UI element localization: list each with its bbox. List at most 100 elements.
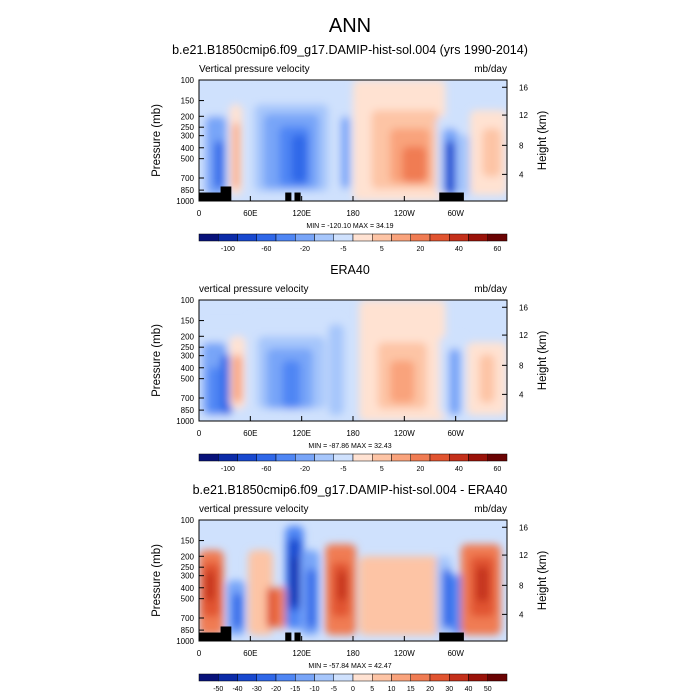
contour-region [340, 116, 350, 189]
y-tick-label: 1000 [176, 197, 194, 206]
y-tick-label: 500 [181, 155, 195, 164]
contour-region [248, 550, 273, 635]
x-tick-label: 0 [197, 429, 202, 438]
colorbar-swatch [198, 233, 219, 242]
colorbar-swatch [237, 673, 257, 682]
colorbar-label: 20 [416, 246, 424, 253]
colorbar: -50 -40 -30 -20 -15 -10 -5 0 5 10 15 20 30 40 50 [198, 673, 508, 693]
y-right-tick-label: 12 [519, 111, 528, 120]
terrain-mask [220, 626, 232, 641]
contour-region [291, 556, 298, 605]
contour-region [445, 140, 455, 195]
y-tick-label: 100 [181, 516, 195, 525]
contour-region [205, 570, 215, 602]
terrain-mask [439, 192, 464, 201]
y-tick-label: 500 [181, 375, 195, 384]
terrain-mask [285, 192, 292, 201]
colorbar-label: -50 [213, 686, 223, 693]
colorbar-swatch [275, 233, 296, 242]
y-right-tick-label: 12 [519, 331, 528, 340]
contour-region [402, 146, 427, 183]
colorbar-label: -20 [271, 686, 281, 693]
colorbar-swatch [410, 673, 431, 682]
colorbar-label: -100 [221, 246, 235, 253]
y-right-tick-label: 16 [519, 303, 528, 312]
contour-fill [199, 300, 507, 421]
colorbar-swatch [237, 453, 257, 462]
terrain-mask [294, 632, 301, 641]
x-tick-label: 0 [197, 649, 202, 658]
contour-region [232, 592, 243, 629]
colorbar-label: -5 [340, 466, 346, 473]
colorbar-swatch [218, 673, 238, 682]
colorbar-label: 40 [455, 466, 463, 473]
left-string: Vertical pressure velocity [199, 64, 310, 75]
x-tick-label: 120E [292, 209, 311, 218]
colorbar-label: -10 [309, 686, 319, 693]
contour-region [328, 324, 344, 415]
colorbar-swatch [295, 673, 315, 682]
units-label: mb/day [474, 504, 507, 515]
left-string: vertical pressure velocity [199, 504, 308, 515]
colorbar-label: 0 [351, 686, 355, 693]
chart-title: b.e21.B1850cmip6.f09_g17.DAMIP-hist-sol.… [193, 483, 508, 497]
y-axis-label: Pressure (mb) [151, 324, 163, 397]
y-right-tick-label: 4 [519, 390, 524, 399]
colorbar-swatch [372, 673, 392, 682]
colorbar-swatch [352, 673, 373, 682]
colorbar-swatch [275, 673, 296, 682]
y-tick-label: 400 [181, 584, 195, 593]
colorbar-label: 20 [426, 686, 434, 693]
x-tick-label: 60W [447, 649, 464, 658]
y-tick-label: 200 [181, 552, 195, 561]
y-right-tick-label: 8 [519, 581, 524, 590]
min-max-stats: MIN = -57.84 MAX = 42.47 [308, 663, 391, 670]
colorbar-label: -20 [300, 246, 310, 253]
colorbar-swatch [487, 453, 508, 462]
contour-region [337, 570, 347, 602]
terrain-mask [285, 632, 292, 641]
colorbar-label: 5 [380, 466, 384, 473]
colorbar-swatch [487, 233, 508, 242]
colorbar-swatch [314, 453, 334, 462]
y-right-axis-label: Height (km) [537, 551, 549, 611]
colorbar-swatch [314, 673, 334, 682]
x-tick-label: 60W [447, 209, 464, 218]
colorbar-swatch [198, 453, 219, 462]
chart-title: ERA40 [330, 263, 370, 277]
contour-region [359, 556, 440, 635]
y-axis-label: Pressure (mb) [151, 544, 163, 617]
colorbar-label: -60 [261, 246, 271, 253]
y-tick-label: 200 [181, 112, 195, 121]
x-tick-label: 120W [394, 429, 415, 438]
y-tick-label: 200 [181, 332, 195, 341]
y-tick-label: 300 [181, 132, 195, 141]
colorbar-swatch [391, 673, 411, 682]
colorbar-label: -30 [252, 686, 262, 693]
colorbar-label: 30 [445, 686, 453, 693]
terrain-mask [199, 192, 227, 201]
colorbar-swatch [372, 233, 392, 242]
x-tick-label: 60E [243, 209, 257, 218]
y-tick-label: 100 [181, 296, 195, 305]
colorbar-swatch [333, 453, 354, 462]
y-right-axis-label: Height (km) [537, 331, 549, 391]
contour-region [208, 366, 221, 415]
contour-region [476, 565, 489, 603]
colorbar-swatch [410, 233, 431, 242]
contour-region [389, 360, 415, 403]
contour-region [276, 586, 286, 629]
y-tick-label: 1000 [176, 637, 194, 646]
y-tick-label: 100 [181, 76, 195, 85]
contour-region [482, 128, 501, 177]
colorbar-swatch [295, 233, 315, 242]
page-title: ANN [329, 15, 371, 37]
y-tick-label: 500 [181, 595, 195, 604]
y-right-tick-label: 8 [519, 361, 524, 370]
y-tick-label: 700 [181, 394, 195, 403]
y-tick-label: 300 [181, 352, 195, 361]
units-label: mb/day [474, 284, 507, 295]
terrain-mask [220, 186, 232, 201]
y-tick-label: 250 [181, 123, 195, 132]
y-right-tick-label: 4 [519, 610, 524, 619]
